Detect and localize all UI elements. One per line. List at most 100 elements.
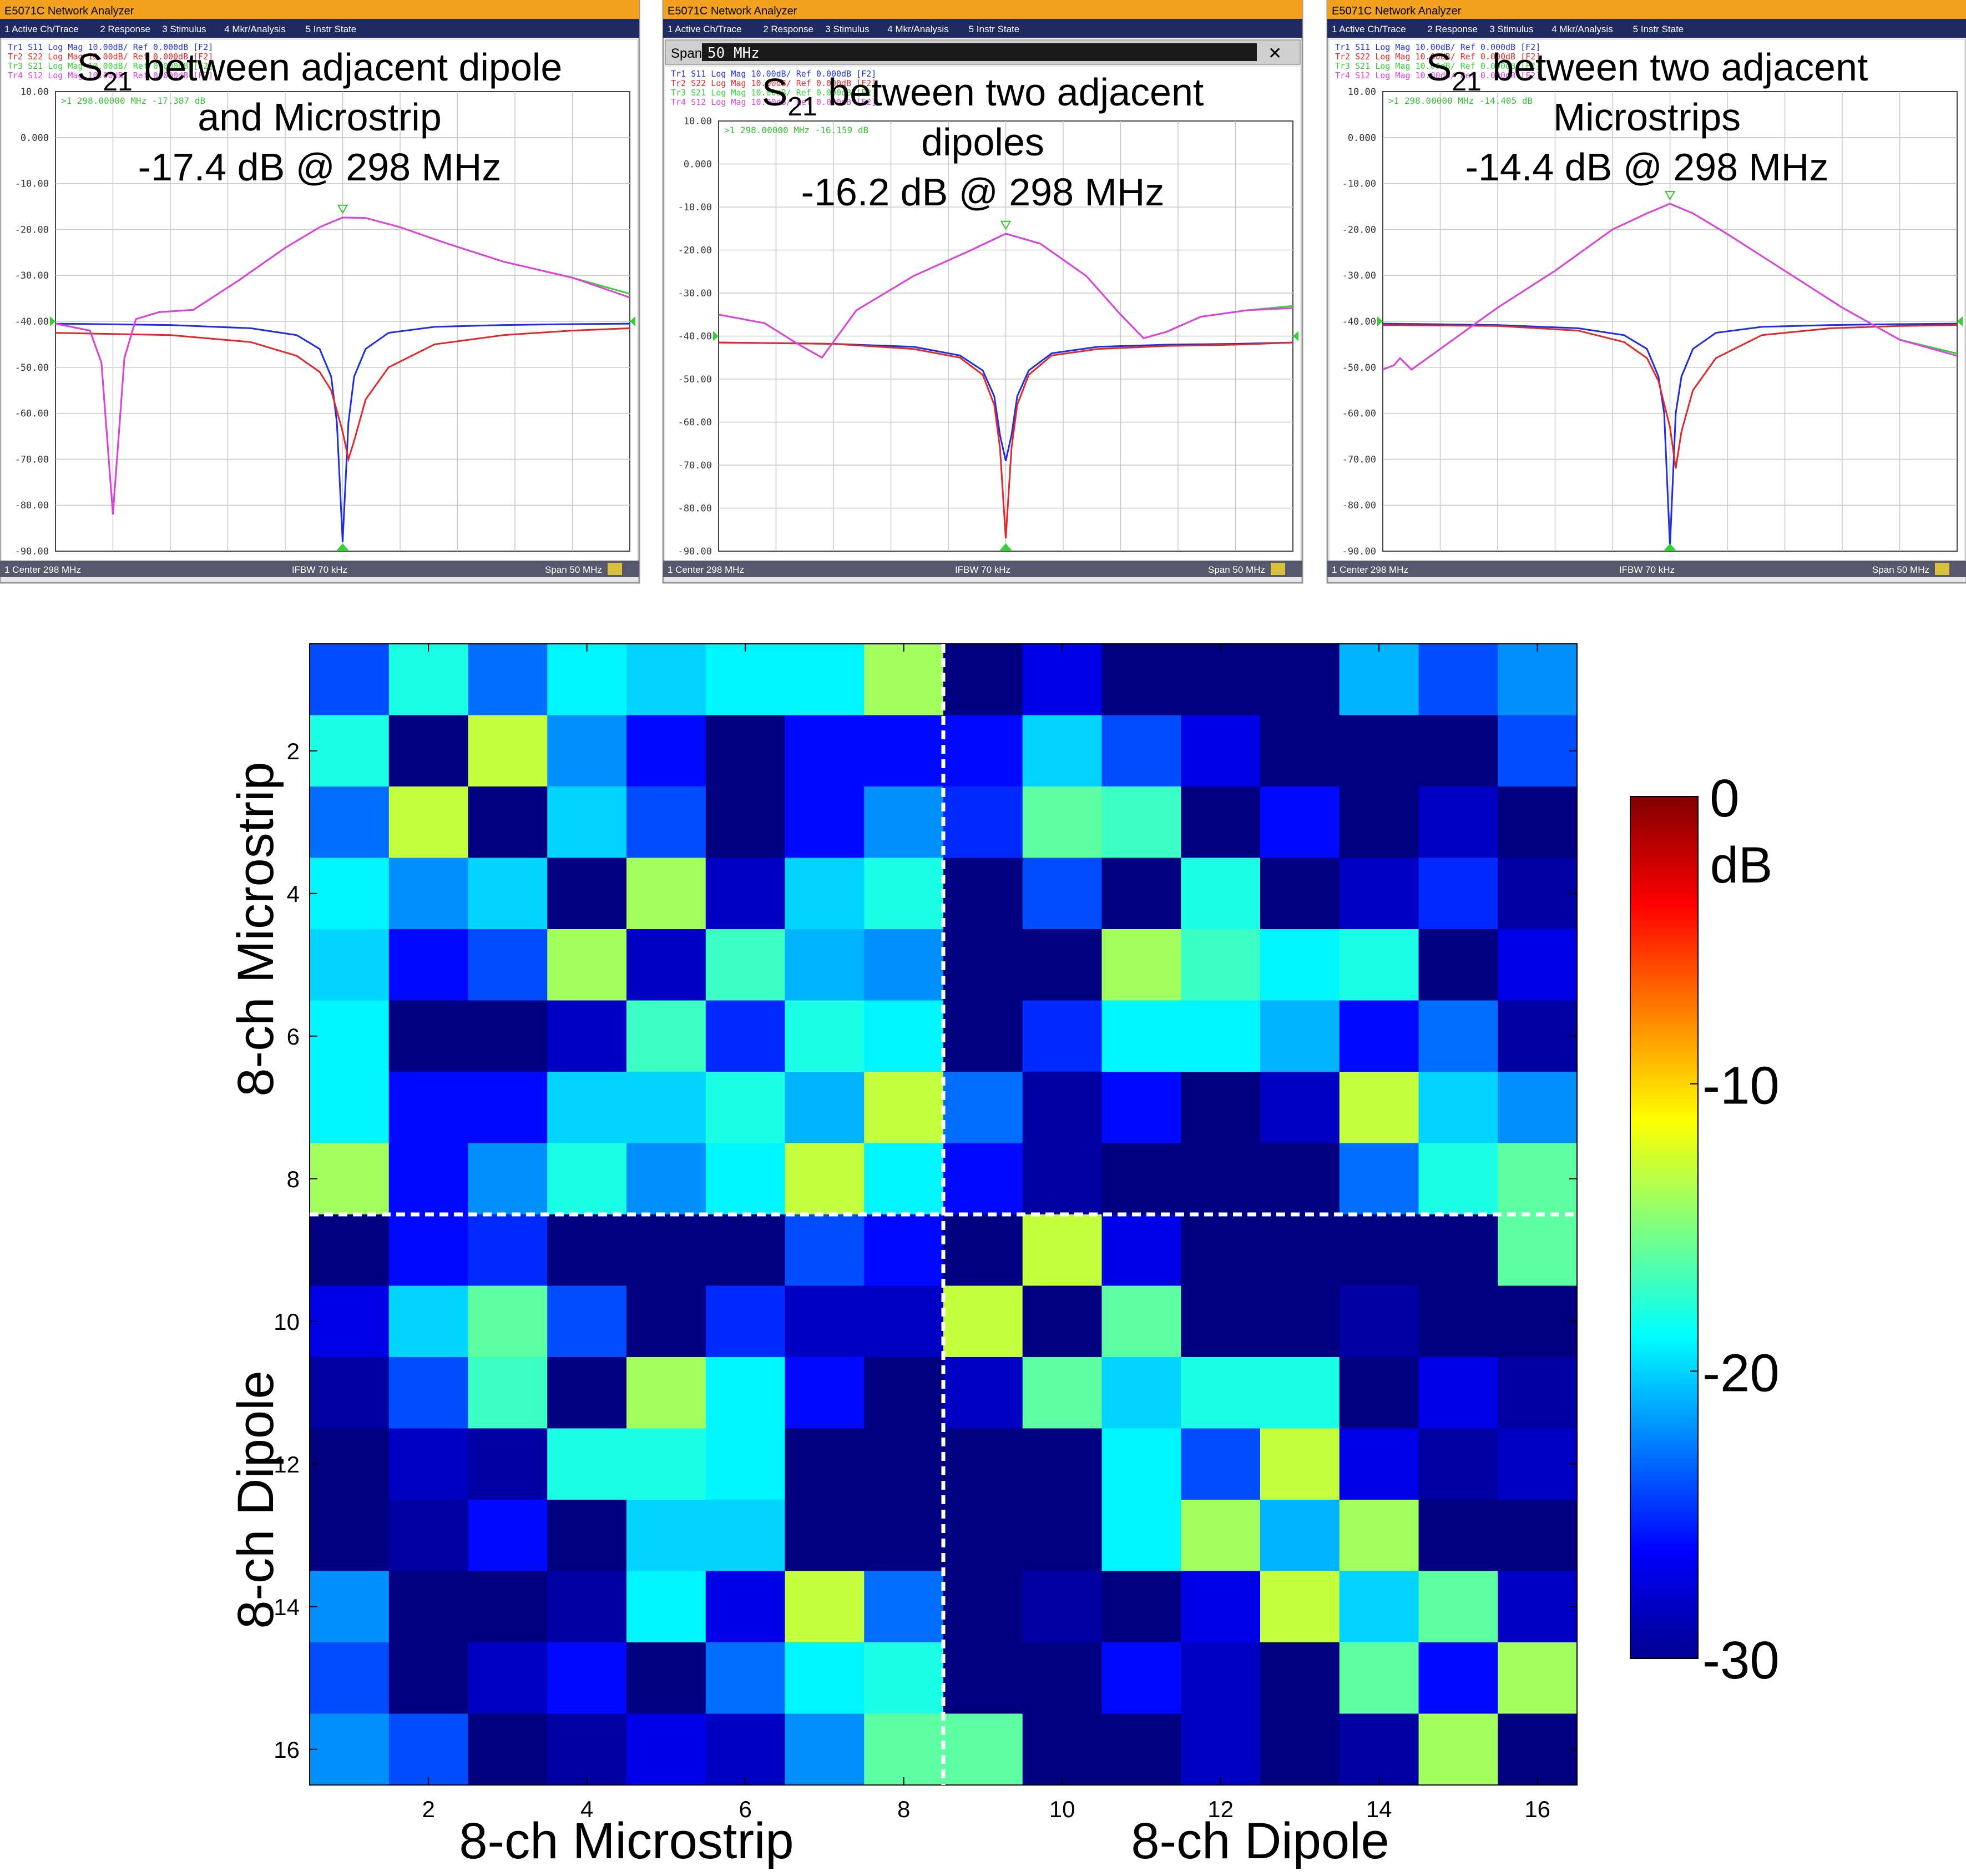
menu-item-5[interactable]: 5 Instr State [1633,24,1684,34]
menu-item-2[interactable]: 2 Response [1427,24,1478,34]
stimulus-marker-icon [1663,543,1677,551]
trace-legend-4[interactable]: Tr4 S12 Log Mag 10.00dB/ Ref 0.000dB [F2… [8,70,213,80]
heatmap-cell [785,1143,865,1215]
y-tick-label: -90.00 [678,546,712,557]
menu-item-1[interactable]: 1 Active Ch/Trace [668,24,742,34]
marker-1-icon[interactable] [337,204,348,214]
menu-item-1[interactable]: 1 Active Ch/Trace [1332,24,1406,34]
close-icon[interactable]: ✕ [1268,44,1282,63]
heatmap-cell [1498,1357,1578,1429]
heatmap-cell [943,1285,1023,1358]
menu-item-2[interactable]: 2 Response [763,24,813,34]
s-symbol: S [77,46,103,89]
stimulus-marker-icon [999,543,1013,551]
colorbar-tick-label: -30 [1702,1631,1780,1690]
app-title: E5071C Network Analyzer [1332,5,1462,17]
heatmap-cell [388,1500,469,1572]
heatmap-cell [1101,1500,1181,1572]
heatmap-cell [1260,1357,1340,1429]
heatmap-cell [1181,858,1261,930]
heatmap-cell [1101,1357,1181,1429]
heatmap-cell [1260,1500,1340,1572]
y-tick-label: -40.00 [15,316,49,327]
heatmap-cell [943,1214,1023,1287]
heatmap-cell [1498,786,1578,859]
status-span: Span 50 MHz [1872,564,1929,575]
y-tick-label: 0.000 [684,159,712,170]
heatmap-cell [1498,1143,1578,1215]
y-tick-label: 0.000 [1348,133,1376,144]
heatmap-cell [310,1428,390,1500]
y-tick-label: -80.00 [15,500,49,511]
trace-legend-1[interactable]: Tr1 S11 Log Mag 10.00dB/ Ref 0.000dB [F2… [1335,42,1540,52]
menu-item-4[interactable]: 4 Mkr/Analysis [887,24,949,34]
heatmap-cell [1101,1214,1181,1287]
menu-item-3[interactable]: 3 Stimulus [825,24,869,34]
span-entry-input[interactable] [702,43,1257,61]
heatmap-cell [547,715,627,787]
heatmap-cell [547,1143,627,1215]
heatmap-cell [1181,715,1261,787]
heatmap-cell [468,1285,548,1358]
span-entry-value[interactable]: 50 MHz [707,45,760,62]
heatmap-cell [1181,1214,1261,1287]
trace-legend-3[interactable]: Tr3 S21 Log Mag 10.00dB/ Ref 0.000dB [F2… [1335,61,1540,71]
trace-legend-3[interactable]: Tr3 S21 Log Mag 10.00dB/ Ref 0.000dB [F2… [8,61,213,71]
menu-item-1[interactable]: 1 Active Ch/Trace [4,24,79,34]
heatmap-cell [1339,858,1419,930]
app-title: E5071C Network Analyzer [668,5,797,17]
y-tick-label: 16 [274,1737,300,1763]
trace-s11 [1382,322,1958,547]
menu-item-4[interactable]: 4 Mkr/Analysis [224,24,286,34]
y-tick-label: 0.000 [21,133,49,144]
trace-legend-1[interactable]: Tr1 S11 Log Mag 10.00dB/ Ref 0.000dB [F2… [671,69,876,79]
heatmap-cell [785,1072,865,1144]
x-tick-label: 2 [422,1796,434,1822]
trace-legend-4[interactable]: Tr4 S12 Log Mag 10.00dB/ Ref 0.000dB [F2… [671,97,876,107]
colorbar-tick-label: -10 [1702,1056,1780,1116]
menu-item-5[interactable]: 5 Instr State [306,24,357,34]
menu-item-2[interactable]: 2 Response [100,24,150,34]
trace-legend-2[interactable]: Tr2 S22 Log Mag 10.00dB/ Ref 0.000dB [F2… [8,52,213,62]
heatmap-cell [864,644,944,716]
heatmap-cell [626,786,706,859]
heatmap-cell [785,786,865,859]
heatmap-cell [1181,1571,1261,1643]
heatmap-cell [943,1072,1023,1144]
heatmap-cell [1418,1285,1498,1358]
y-tick-label: -40.00 [678,331,712,342]
heatmap-cell [468,1357,548,1429]
y-tick-label: -90.00 [15,546,49,557]
trace-legend-2[interactable]: Tr2 S22 Log Mag 10.00dB/ Ref 0.000dB [F2… [671,78,876,88]
menu-item-5[interactable]: 5 Instr State [969,24,1020,34]
heatmap-cell [310,1500,390,1572]
heatmap-cell [310,1571,390,1643]
heatmap-cell [864,1072,944,1144]
marker-1-icon[interactable] [1000,220,1012,230]
heatmap-cell [1101,1072,1181,1144]
heatmap-cell [1339,786,1419,859]
heatmap-cell [1339,1713,1419,1786]
heatmap-cell [1418,858,1498,930]
trace-legend-1[interactable]: Tr1 S11 Log Mag 10.00dB/ Ref 0.000dB [F2… [8,42,213,52]
status-span: Span 50 MHz [545,564,602,575]
menu-item-3[interactable]: 3 Stimulus [162,24,206,34]
trace-legend-3[interactable]: Tr3 S21 Log Mag 10.00dB/ Ref 0.000dB [F2… [671,88,876,98]
trace-legend-4[interactable]: Tr4 S12 Log Mag 10.00dB/ Ref 0.000dB [F2… [1335,70,1540,80]
heatmap-cell [1181,1000,1261,1072]
y-tick-label: -50.00 [1342,362,1376,374]
heatmap-cell [1022,1357,1103,1429]
heatmap-cell [626,1285,706,1358]
heatmap-cell [943,1357,1023,1429]
y-tick-label: -40.00 [1342,316,1376,327]
heatmap-cell [1498,1713,1578,1786]
menu-item-4[interactable]: 4 Mkr/Analysis [1551,24,1613,34]
menu-item-3[interactable]: 3 Stimulus [1489,24,1533,34]
heatmap-cell [310,786,390,859]
trace-legend-2[interactable]: Tr2 S22 Log Mag 10.00dB/ Ref 0.000dB [F2… [1335,52,1540,62]
marker-1-icon[interactable] [1664,191,1676,201]
y-tick-label: -10.00 [15,179,49,190]
heatmap-cell [864,1500,944,1572]
heatmap-cell [310,1143,390,1215]
